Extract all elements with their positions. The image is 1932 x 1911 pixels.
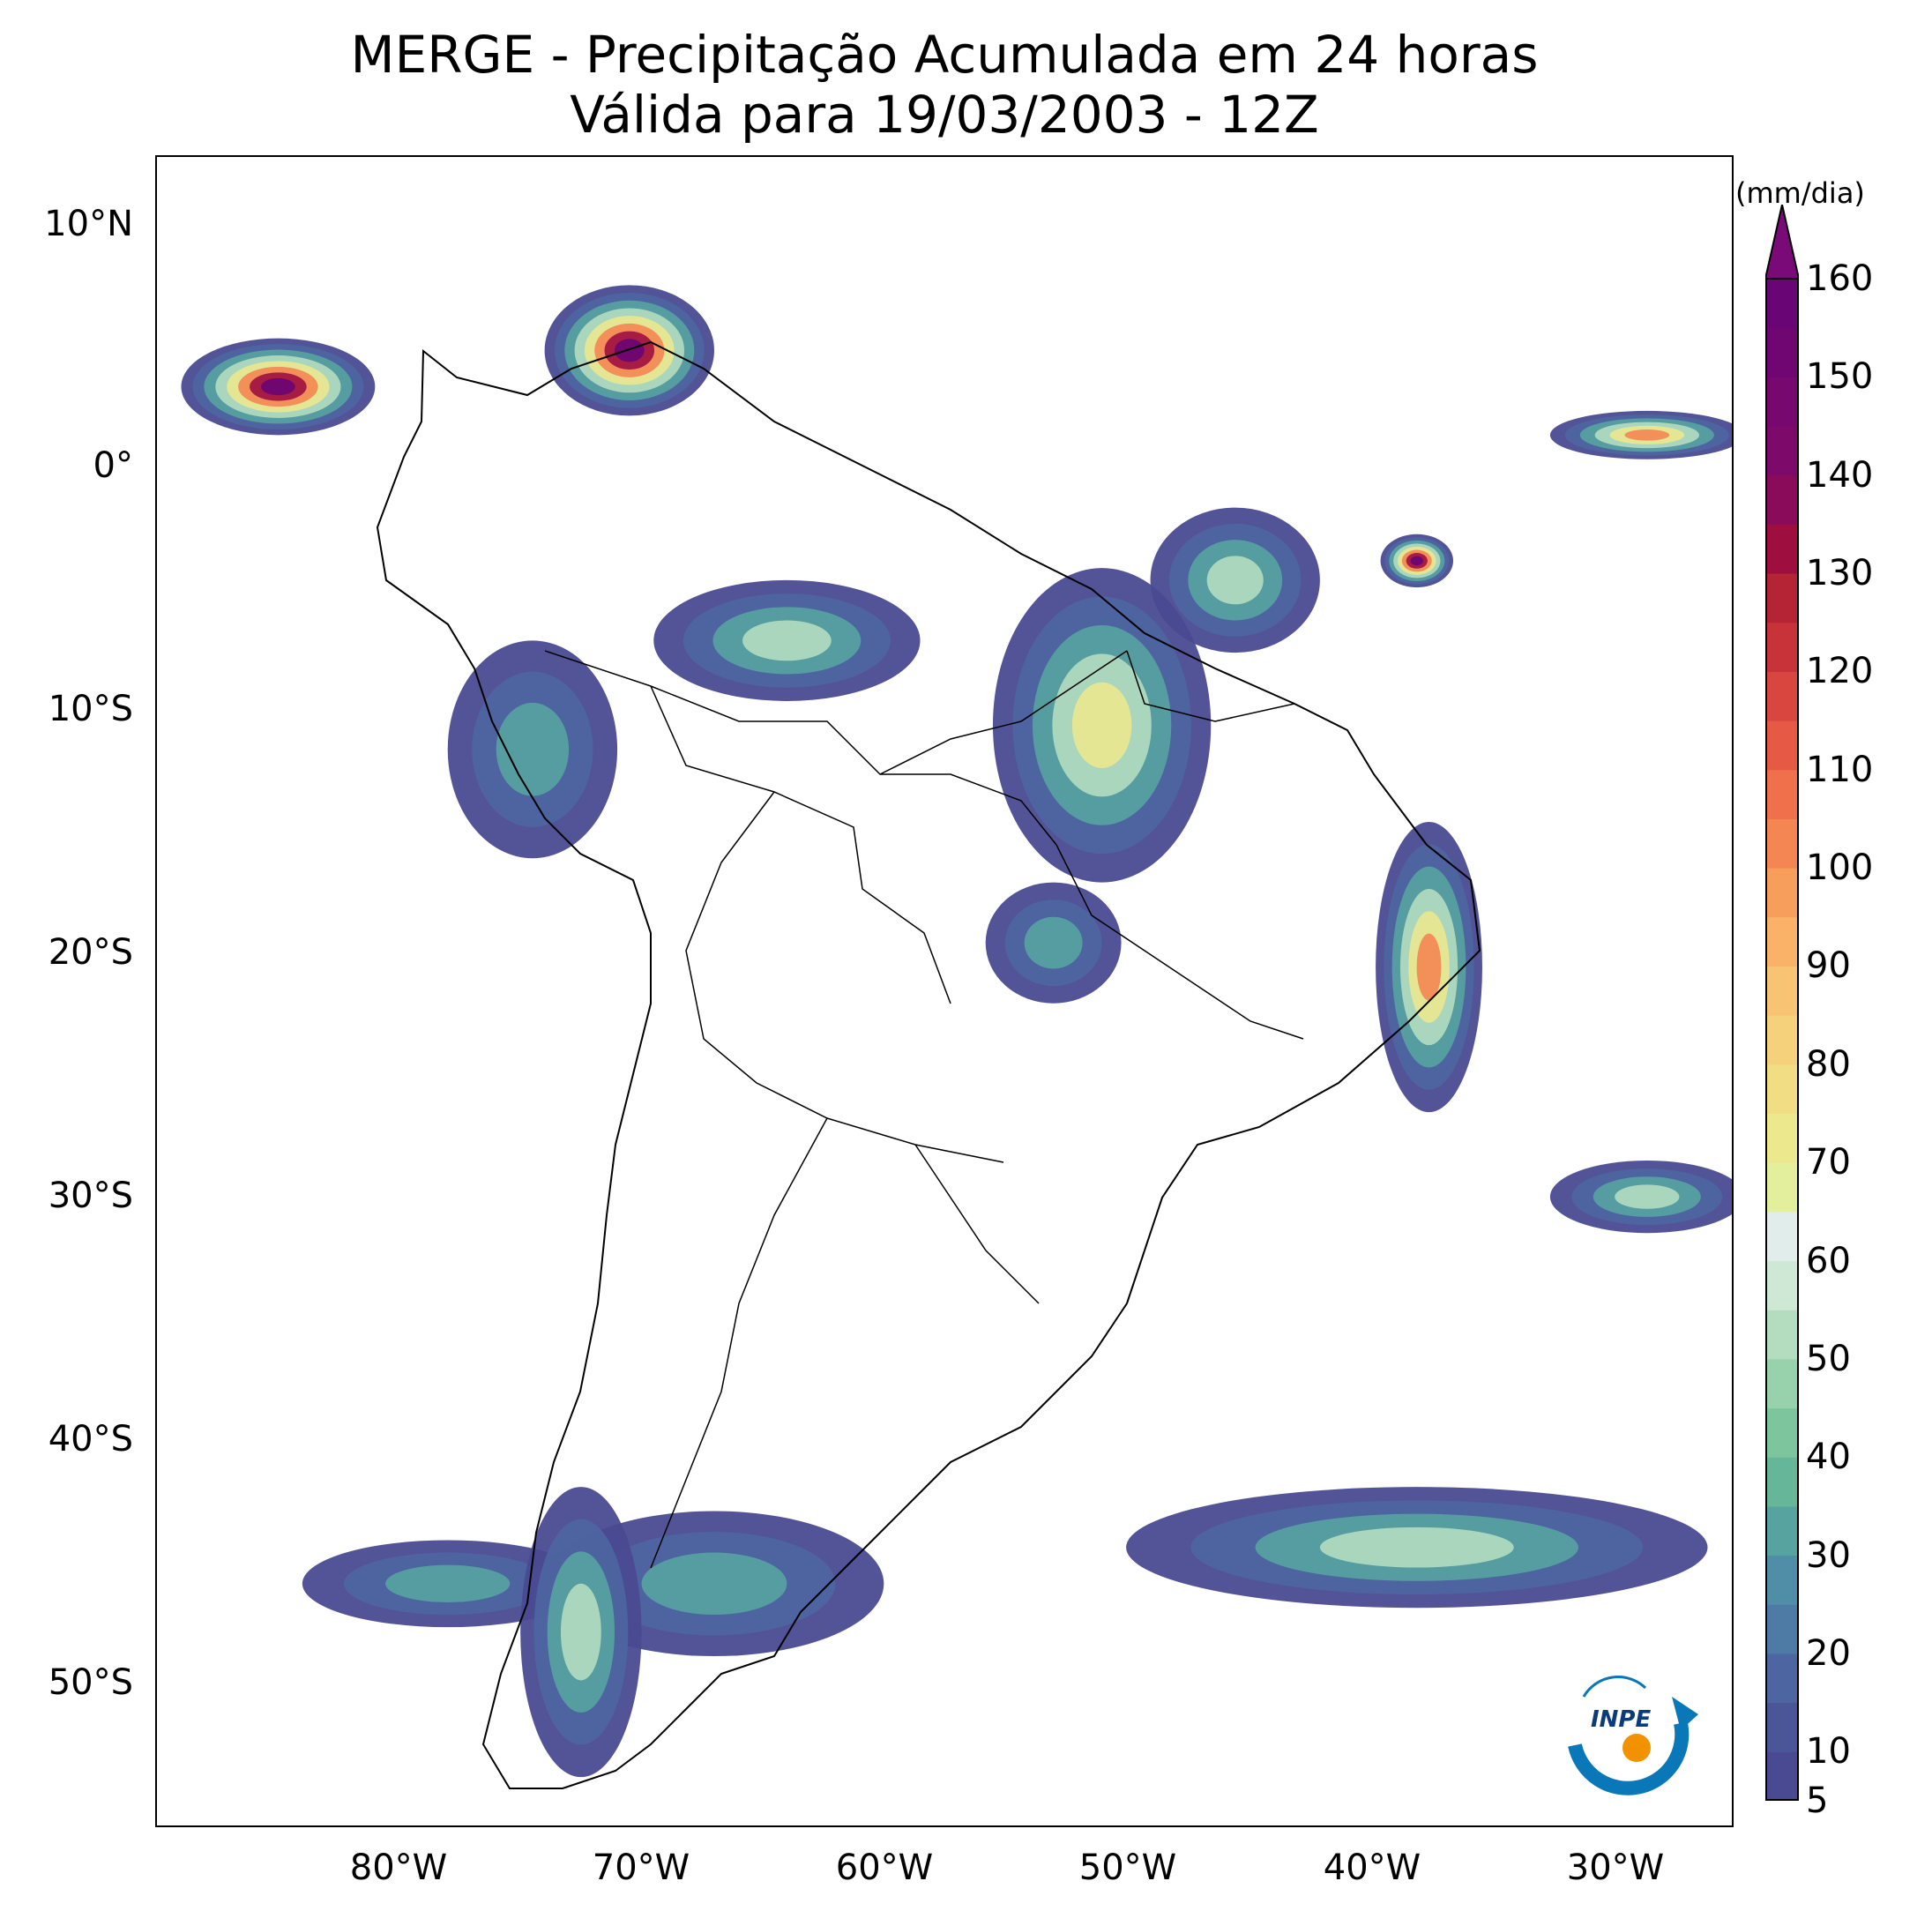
colorbar-unit-label: (mm/dia): [1735, 176, 1865, 210]
colorbar-band-135: [1765, 474, 1799, 525]
colorbar-tick-50: 50: [1806, 1338, 1851, 1379]
colorbar-band-35: [1765, 1457, 1799, 1507]
colorbar-band-65: [1765, 1162, 1799, 1213]
colorbar-band-25: [1765, 1555, 1799, 1605]
lon-tick-80w: 80°W: [349, 1848, 448, 1888]
colorbar-frame: [1765, 278, 1799, 1801]
country-borders: [544, 650, 1304, 1569]
colorbar-tick-70: 70: [1806, 1142, 1851, 1183]
lon-tick-70w: 70°W: [592, 1848, 690, 1888]
colorbar-band-150: [1765, 327, 1799, 377]
colorbar-band-110: [1765, 720, 1799, 771]
colorbar-band-45: [1765, 1358, 1799, 1409]
precip-cell-12-level-30: [641, 1552, 787, 1616]
colorbar-band-140: [1765, 426, 1799, 476]
colorbar-band-130: [1765, 524, 1799, 574]
colorbar-band-145: [1765, 377, 1799, 427]
map-canvas: [181, 285, 1732, 1789]
colorbar-band-50: [1765, 1310, 1799, 1360]
title-line-1: MERGE - Precipitação Acumulada em 24 hor…: [350, 25, 1539, 85]
colorbar-tick-10: 10: [1806, 1731, 1851, 1773]
precip-cell-5-level-30: [496, 702, 570, 796]
inpe-logo-text: INPE: [1591, 1706, 1651, 1733]
inpe-logo: INPE: [1568, 1676, 1698, 1795]
lat-tick-50s: 50°S: [48, 1662, 133, 1703]
precip-cell-14-level-50: [560, 1583, 601, 1681]
precip-cell-8-level-100: [1416, 933, 1442, 1001]
precip-cell-1-level-160: [260, 377, 295, 396]
precip-cell-3-level-100: [1624, 429, 1670, 441]
colorbar-tick-20: 20: [1806, 1632, 1851, 1674]
map-area: [155, 155, 1734, 1827]
lat-tick-10s: 10°S: [48, 689, 133, 729]
colorbar-band-80: [1765, 1015, 1799, 1065]
precip-cell-4-level-50: [742, 620, 832, 661]
colorbar-band-95: [1765, 868, 1799, 918]
lon-tick-50w: 50°W: [1078, 1848, 1177, 1888]
lat-tick-20s: 20°S: [48, 932, 133, 973]
precipitation-layer: [181, 285, 1732, 1778]
colorbar-band-90: [1765, 916, 1799, 967]
colorbar-band-85: [1765, 966, 1799, 1016]
coastline-layer: [376, 340, 1481, 1789]
colorbar-tick-5: 5: [1806, 1780, 1829, 1821]
colorbar-band-105: [1765, 769, 1799, 819]
colorbar-tick-150: 150: [1806, 356, 1874, 398]
colorbar-tick-110: 110: [1806, 749, 1874, 790]
colorbar-tick-30: 30: [1806, 1534, 1851, 1576]
lat-tick-40s: 40°S: [48, 1419, 133, 1459]
precip-cell-11-level-50: [1319, 1527, 1514, 1568]
colorbar-band-75: [1765, 1064, 1799, 1115]
colorbar-tick-130: 130: [1806, 553, 1874, 594]
precip-cell-2-level-160: [1410, 556, 1424, 566]
colorbar-band-120: [1765, 622, 1799, 672]
colorbar-tick-60: 60: [1806, 1240, 1851, 1281]
colorbar-tick-140: 140: [1806, 454, 1874, 496]
colorbar-band-30: [1765, 1505, 1799, 1556]
precip-cell-0-level-160: [614, 339, 645, 362]
colorbar-band-15: [1765, 1653, 1799, 1704]
colorbar-tick-160: 160: [1806, 258, 1874, 299]
colorbar-band-155: [1765, 279, 1799, 329]
colorbar-tick-90: 90: [1806, 945, 1851, 987]
colorbar-tick-100: 100: [1806, 847, 1874, 889]
lat-tick-30s: 30°S: [48, 1176, 133, 1216]
precip-cell-13-level-30: [385, 1564, 511, 1602]
colorbar-band-20: [1765, 1604, 1799, 1654]
colorbar-band-125: [1765, 573, 1799, 623]
colorbar-band-10: [1765, 1702, 1799, 1752]
colorbar: [1765, 205, 1799, 1801]
south-america-coastline: [376, 340, 1481, 1789]
colorbar-tick-40: 40: [1806, 1437, 1851, 1478]
title-line-2: Válida para 19/03/2003 - 12Z: [570, 85, 1319, 145]
colorbar-band-40: [1765, 1407, 1799, 1458]
precip-cell-10-level-50: [1615, 1184, 1680, 1209]
lat-tick-0: 0°: [93, 445, 133, 486]
colorbar-band-60: [1765, 1211, 1799, 1262]
colorbar-band-5: [1765, 1751, 1799, 1801]
colorbar-extend-arrow: [1765, 205, 1799, 280]
lon-tick-60w: 60°W: [835, 1848, 934, 1888]
precip-cell-7-level-50: [1206, 556, 1264, 605]
colorbar-tick-120: 120: [1806, 651, 1874, 692]
lon-tick-30w: 30°W: [1566, 1848, 1665, 1888]
lon-tick-40w: 40°W: [1323, 1848, 1421, 1888]
colorbar-band-100: [1765, 818, 1799, 869]
colorbar-tick-80: 80: [1806, 1043, 1851, 1085]
lat-tick-10n: 10°N: [44, 204, 133, 244]
colorbar-band-70: [1765, 1113, 1799, 1163]
precip-cell-6-level-70: [1071, 682, 1132, 768]
colorbar-band-115: [1765, 671, 1799, 721]
precip-cell-9-level-30: [1024, 916, 1083, 969]
map-title: MERGE - Precipitação Acumulada em 24 hor…: [155, 25, 1734, 145]
colorbar-band-55: [1765, 1260, 1799, 1310]
